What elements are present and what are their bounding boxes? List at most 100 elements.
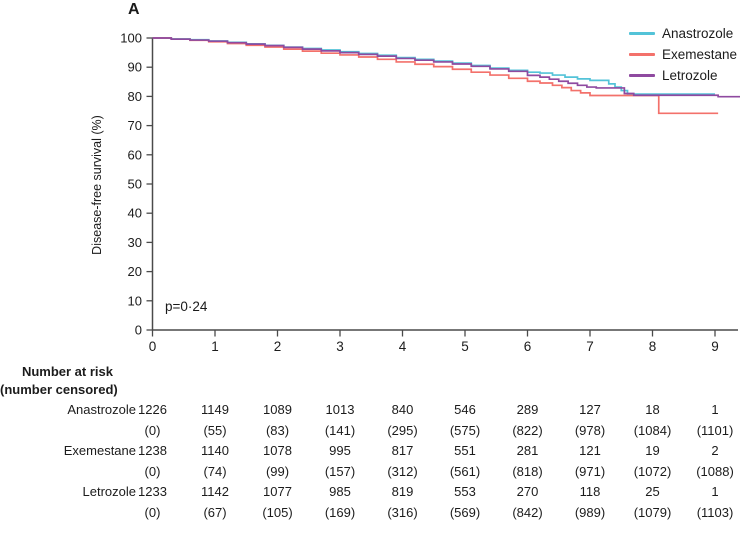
x-tick-label: 8 [649,339,657,354]
x-tick-label: 6 [524,339,532,354]
exemestane-line-swatch [629,53,655,56]
censored-value: (99) [265,463,290,479]
x-tick-label: 0 [149,339,157,354]
legend-label-letrozole: Letrozole [662,68,718,83]
censored-value: (157) [324,463,356,479]
y-tick-label: 100 [120,31,142,46]
at-risk-value: 1089 [263,402,292,417]
at-risk-value: 18 [645,402,660,417]
censored-value: (0) [144,422,161,438]
y-tick-label: 40 [128,206,142,221]
axes: 0 10 20 30 40 50 60 70 80 90 100 0 1 2 3 4 5 6 7 8 9 [120,31,738,354]
censored-value: (55) [203,422,227,438]
y-tick-label: 70 [128,118,142,133]
at-risk-value: 281 [516,443,539,458]
y-tick-label: 80 [128,89,142,104]
at-risk-value: 1 [711,484,719,499]
risk-table-subheader: (number censored) [0,382,118,397]
censored-value: (569) [449,504,481,520]
legend: Anastrozole Exemestane Letrozole [629,23,737,86]
censored-value: (1079) [633,504,672,520]
censored-value: (316) [387,504,418,520]
y-tick-label: 20 [128,264,142,279]
censored-value: (842) [512,504,543,520]
survival-curves [152,37,740,115]
censored-value: (0) [144,504,161,520]
p-value-annotation: p=0·24 [165,299,208,314]
x-tick-label: 3 [336,339,344,354]
at-risk-value: 551 [454,443,476,458]
at-risk-value: 1226 [138,402,167,417]
censored-value: (1072) [633,463,672,479]
censored-value: (1088) [696,463,734,479]
censored-value: (818) [512,463,543,479]
at-risk-value: 840 [391,402,414,417]
y-tick-label: 30 [128,235,142,250]
censored-value: (67) [203,504,227,520]
x-tick-label: 9 [711,339,719,354]
y-tick-label: 50 [128,177,142,192]
at-risk-value: 1077 [263,484,292,499]
censored-value: (971) [574,463,606,479]
legend-label-anastrozole: Anastrozole [662,26,734,41]
at-risk-value: 127 [579,402,601,417]
legend-item-anastrozole: Anastrozole [629,23,737,44]
at-risk-value: 1233 [138,484,167,499]
at-risk-value: 270 [516,484,539,499]
panel-label: A [128,1,140,18]
risk-row-label: Anastrozole [67,402,136,417]
at-risk-value: 289 [516,402,539,417]
censored-value: (83) [265,422,290,438]
censored-value: (295) [387,422,418,438]
at-risk-value: 1142 [201,484,229,499]
legend-label-exemestane: Exemestane [662,47,738,62]
y-tick-label: 0 [135,323,142,338]
legend-item-letrozole: Letrozole [629,65,737,86]
risk-row-label: Letrozole [82,484,136,499]
survival-chart: 0 10 20 30 40 50 60 70 80 90 100 0 1 2 3 4 5 6 7 8 9 [120,31,740,354]
anastrozole-line-swatch [629,32,655,35]
risk-table-header: Number at risk [21,364,113,379]
at-risk-value: 1078 [263,443,292,458]
censored-value: (575) [449,422,481,438]
y-tick-label: 90 [128,60,142,75]
at-risk-value: 1149 [201,402,229,417]
censored-value: (141) [324,422,356,438]
censored-value: (74) [203,463,227,479]
censored-value: (989) [574,504,606,520]
at-risk-value: 546 [454,402,476,417]
at-risk-value: 19 [645,443,660,458]
at-risk-value: 121 [579,443,601,458]
at-risk-value: 25 [645,484,660,499]
at-risk-value: 1238 [138,443,167,458]
legend-item-exemestane: Exemestane [629,44,737,65]
x-tick-label: 7 [586,339,594,354]
at-risk-value: 985 [329,484,351,499]
at-risk-value: 995 [329,443,351,458]
at-risk-value: 553 [454,484,476,499]
at-risk-value: 118 [579,484,601,499]
x-tick-label: 2 [274,339,282,354]
at-risk-value: 1013 [325,402,355,417]
y-tick-label: 10 [128,293,142,308]
letrozole-survival-curve [152,37,740,98]
at-risk-value: 2 [711,443,719,458]
censored-value: (169) [324,504,356,520]
at-risk-value: 819 [391,484,414,499]
x-tick-label: 4 [399,339,407,354]
censored-value: (1084) [633,422,672,438]
at-risk-value: 817 [391,443,414,458]
y-tick-label: 60 [128,147,142,162]
x-tick-label: 5 [461,339,469,354]
x-tick-label: 1 [211,339,219,354]
censored-value: (1103) [696,504,734,520]
risk-row-label: Exemestane [63,443,136,458]
censored-value: (105) [262,504,293,520]
letrozole-line-swatch [629,74,655,77]
censored-value: (561) [449,463,481,479]
at-risk-value: 1 [711,402,719,417]
censored-value: (0) [144,463,161,479]
censored-value: (312) [387,463,418,479]
